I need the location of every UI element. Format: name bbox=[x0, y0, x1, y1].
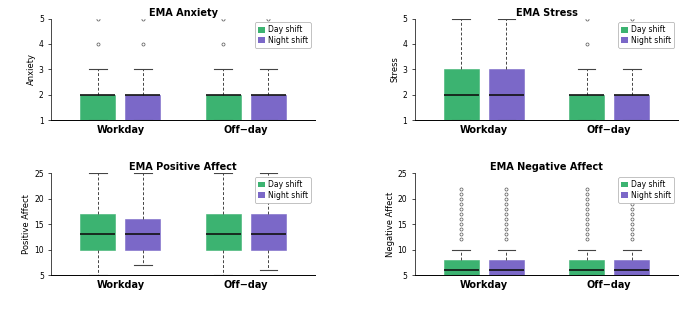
Y-axis label: Stress: Stress bbox=[390, 57, 399, 83]
PathPatch shape bbox=[125, 95, 160, 120]
PathPatch shape bbox=[206, 214, 240, 250]
PathPatch shape bbox=[569, 95, 604, 120]
Title: EMA Anxiety: EMA Anxiety bbox=[149, 8, 218, 18]
PathPatch shape bbox=[444, 70, 479, 120]
Title: EMA Negative Affect: EMA Negative Affect bbox=[490, 163, 603, 172]
Legend: Day shift, Night shift: Day shift, Night shift bbox=[618, 22, 674, 48]
PathPatch shape bbox=[489, 70, 524, 120]
PathPatch shape bbox=[125, 219, 160, 250]
Y-axis label: Negative Affect: Negative Affect bbox=[386, 192, 395, 257]
Title: EMA Positive Affect: EMA Positive Affect bbox=[129, 163, 237, 172]
Y-axis label: Positive Affect: Positive Affect bbox=[23, 194, 32, 254]
Y-axis label: Anxiety: Anxiety bbox=[27, 53, 36, 85]
Legend: Day shift, Night shift: Day shift, Night shift bbox=[255, 177, 311, 203]
PathPatch shape bbox=[80, 95, 115, 120]
PathPatch shape bbox=[251, 214, 286, 250]
Title: EMA Stress: EMA Stress bbox=[516, 8, 577, 18]
PathPatch shape bbox=[80, 214, 115, 250]
PathPatch shape bbox=[206, 95, 240, 120]
Legend: Day shift, Night shift: Day shift, Night shift bbox=[618, 177, 674, 203]
Legend: Day shift, Night shift: Day shift, Night shift bbox=[255, 22, 311, 48]
PathPatch shape bbox=[489, 260, 524, 275]
PathPatch shape bbox=[251, 95, 286, 120]
PathPatch shape bbox=[444, 260, 479, 275]
PathPatch shape bbox=[614, 95, 649, 120]
PathPatch shape bbox=[569, 260, 604, 275]
PathPatch shape bbox=[614, 260, 649, 275]
